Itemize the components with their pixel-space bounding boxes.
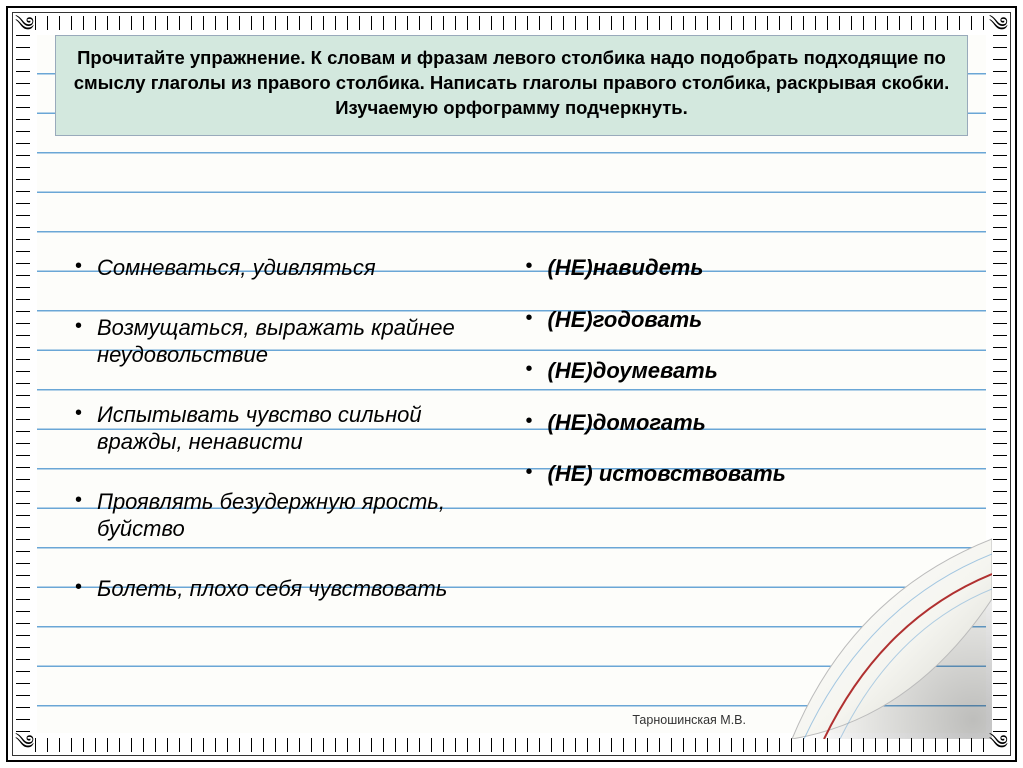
verb-text: (НЕ)годовать [548,307,703,332]
verb-text: (НЕ)навидеть [548,255,704,280]
left-column: Сомневаться, удивляться Возмущаться, выр… [61,230,512,703]
definition-text: Болеть, плохо себя чувствовать [97,576,447,601]
task-instructions: Прочитайте упражнение. К словам и фразам… [55,35,968,136]
corner-ornament: ༄ [15,733,34,753]
definition-text: Испытывать чувство сильной вражды, ненав… [97,402,422,455]
list-item: Испытывать чувство сильной вражды, ненав… [69,401,504,456]
list-item: (НЕ) истовствовать [520,460,955,488]
author-text: Тарношинская М.В. [632,713,746,727]
author-credit: Тарношинская М.В. [632,713,746,727]
task-text: Прочитайте упражнение. К словам и фразам… [74,47,950,118]
corner-ornament: ༄ [989,15,1008,35]
list-item: Проявлять безудержную ярость, буйство [69,488,504,543]
verb-text: (НЕ)домогать [548,410,706,435]
corner-ornament: ༄ [989,733,1008,753]
definition-text: Сомневаться, удивляться [97,255,376,280]
list-item: (НЕ)домогать [520,409,955,437]
list-item: Сомневаться, удивляться [69,254,504,282]
verb-text: (НЕ)доумевать [548,358,718,383]
definition-text: Проявлять безудержную ярость, буйство [97,489,445,542]
corner-ornament: ༄ [15,15,34,35]
lined-paper: Прочитайте упражнение. К словам и фразам… [37,35,986,733]
verb-text: (НЕ) истовствовать [548,461,786,486]
definition-text: Возмущаться, выражать крайнее неудовольс… [97,315,455,368]
right-column: (НЕ)навидеть (НЕ)годовать (НЕ)доумевать … [512,230,963,703]
list-item: (НЕ)доумевать [520,357,955,385]
list-item: Возмущаться, выражать крайнее неудовольс… [69,314,504,369]
list-item: (НЕ)навидеть [520,254,955,282]
list-item: (НЕ)годовать [520,306,955,334]
list-item: Болеть, плохо себя чувствовать [69,575,504,603]
